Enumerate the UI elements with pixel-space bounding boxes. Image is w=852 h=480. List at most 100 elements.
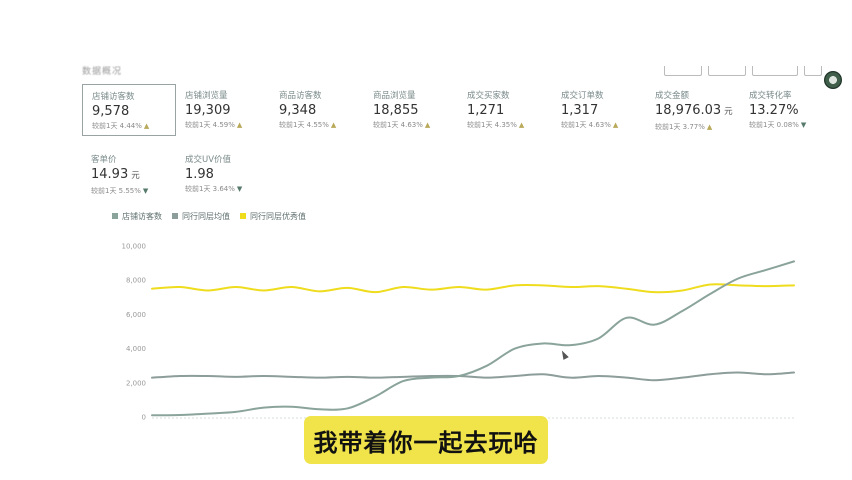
- metric-value: 9,348: [279, 103, 317, 118]
- metric-card[interactable]: 成交UV价值 1.98 较前1天 3.64% ▼: [176, 148, 270, 200]
- metric-change: 较前1天 3.64%: [185, 185, 235, 193]
- line-chart: 0 2,000 4,000 6,000 8,000 10,000: [122, 243, 795, 422]
- metric-card[interactable]: 店铺访客数 9,578 较前1天 4.44% ▲: [82, 84, 176, 136]
- metric-change-row: 较前1天 0.08% ▼: [749, 120, 834, 130]
- metric-value: 13.27%: [749, 103, 799, 118]
- metric-change: 较前1天 4.55%: [279, 121, 329, 129]
- series-line-1: [151, 260, 795, 417]
- metric-card[interactable]: 客单价 14.93 元较前1天 5.55% ▼: [82, 148, 176, 200]
- metric-value: 1,317: [561, 103, 599, 118]
- legend-item[interactable]: 同行同层均值: [172, 210, 230, 222]
- metric-change-row: 较前1天 4.35% ▲: [467, 120, 552, 130]
- metric-change-row: 较前1天 4.44% ▲: [92, 121, 175, 131]
- legend-swatch-icon: [172, 213, 178, 219]
- y-tick-label: 10,000: [122, 243, 147, 251]
- metric-card[interactable]: 商品访客数 9,348 较前1天 4.55% ▲: [270, 84, 364, 136]
- metric-card[interactable]: 成交转化率 13.27% 较前1天 0.08% ▼: [740, 84, 834, 136]
- metric-change-row: 较前1天 3.77% ▲: [655, 122, 740, 132]
- arrow-up-icon: ▲: [424, 121, 431, 129]
- metric-label: 店铺浏览量: [185, 91, 228, 101]
- date-button-4[interactable]: [804, 66, 822, 76]
- page-title: 数据概况: [82, 67, 123, 77]
- metric-value: 1.98: [185, 167, 214, 182]
- metric-change-row: 较前1天 4.55% ▲: [279, 120, 364, 130]
- metric-value-row: 18,855: [373, 103, 458, 118]
- arrow-up-icon: ▲: [143, 122, 150, 130]
- legend-item[interactable]: 同行同层优秀值: [240, 210, 306, 222]
- metric-value-row: 19,309: [185, 103, 270, 118]
- metric-card[interactable]: 成交买家数 1,271 较前1天 4.35% ▲: [458, 84, 552, 136]
- metric-change-row: 较前1天 4.59% ▲: [185, 120, 270, 130]
- series-line-3: [151, 283, 795, 294]
- metric-card[interactable]: 成交金额 18,976.03 元较前1天 3.77% ▲: [646, 84, 740, 136]
- metric-value-row: 9,348: [279, 103, 364, 118]
- metric-value-row: 1,317: [561, 103, 646, 118]
- top-toolbar: 数据概况: [0, 56, 852, 89]
- metric-label: 成交订单数: [561, 91, 604, 101]
- date-button-3[interactable]: [752, 66, 798, 76]
- avatar[interactable]: [824, 71, 842, 89]
- chart-legend: 店铺访客数 同行同层均值 同行同层优秀值: [112, 210, 306, 222]
- legend-swatch-icon: [112, 213, 118, 219]
- metric-value: 1,271: [467, 103, 505, 118]
- metric-value: 9,578: [92, 104, 130, 119]
- video-subtitle: 我带着你一起去玩哈: [304, 416, 548, 464]
- legend-label: 店铺访客数: [122, 211, 162, 221]
- y-tick-label: 6,000: [126, 311, 146, 319]
- metric-change-row: 较前1天 4.63% ▲: [373, 120, 458, 130]
- metric-change: 较前1天 4.35%: [467, 121, 517, 129]
- metric-label: 客单价: [91, 155, 117, 165]
- metric-value-row: 18,976.03 元: [655, 103, 740, 120]
- metric-label: 成交UV价值: [185, 155, 232, 165]
- metric-value-row: 13.27%: [749, 103, 834, 118]
- metric-label: 商品浏览量: [373, 91, 416, 101]
- metric-card[interactable]: 成交订单数 1,317 较前1天 4.63% ▲: [552, 84, 646, 136]
- metric-label: 成交买家数: [467, 91, 510, 101]
- metric-value-row: 9,578: [92, 104, 175, 119]
- legend-swatch-icon: [240, 213, 246, 219]
- metric-card[interactable]: 店铺浏览量 19,309 较前1天 4.59% ▲: [176, 84, 270, 136]
- metric-change: 较前1天 3.77%: [655, 123, 705, 131]
- metric-unit: 元: [724, 107, 733, 117]
- metric-change: 较前1天 5.55%: [91, 187, 141, 195]
- metric-change-row: 较前1天 5.55% ▼: [91, 186, 176, 196]
- y-tick-label: 4,000: [126, 345, 146, 353]
- arrow-up-icon: ▲: [612, 121, 619, 129]
- arrow-up-icon: ▲: [706, 123, 713, 131]
- legend-item[interactable]: 店铺访客数: [112, 210, 162, 222]
- metric-value: 18,855: [373, 103, 419, 118]
- metric-change: 较前1天 4.59%: [185, 121, 235, 129]
- y-tick-label: 8,000: [126, 277, 146, 285]
- arrow-up-icon: ▲: [518, 121, 525, 129]
- legend-label: 同行同层均值: [182, 211, 230, 221]
- series-line-2: [151, 371, 795, 382]
- arrow-down-icon: ▼: [800, 121, 807, 129]
- arrow-up-icon: ▲: [236, 121, 243, 129]
- metric-unit: 元: [131, 171, 140, 181]
- metric-change: 较前1天 4.63%: [373, 121, 423, 129]
- subtitle-text: 我带着你一起去玩哈: [313, 428, 539, 457]
- metric-label: 店铺访客数: [92, 92, 135, 102]
- metric-change: 较前1天 4.63%: [561, 121, 611, 129]
- metric-change-row: 较前1天 3.64% ▼: [185, 184, 270, 194]
- metric-change-row: 较前1天 4.63% ▲: [561, 120, 646, 130]
- metric-label: 商品访客数: [279, 91, 322, 101]
- metric-value-row: 1,271: [467, 103, 552, 118]
- legend-label: 同行同层优秀值: [250, 211, 306, 221]
- date-button-1[interactable]: [664, 66, 702, 76]
- metric-label: 成交金额: [655, 91, 690, 101]
- arrow-down-icon: ▼: [236, 185, 243, 193]
- metric-value-row: 1.98: [185, 167, 270, 182]
- y-tick-label: 0: [142, 414, 146, 422]
- metric-change: 较前1天 0.08%: [749, 121, 799, 129]
- date-button-2[interactable]: [708, 66, 746, 76]
- arrow-up-icon: ▲: [330, 121, 337, 129]
- metric-value-row: 14.93 元: [91, 167, 176, 184]
- metric-value: 14.93: [91, 167, 129, 182]
- metric-label: 成交转化率: [749, 91, 792, 101]
- metric-value: 18,976.03: [655, 103, 722, 118]
- y-tick-label: 2,000: [126, 379, 146, 387]
- metric-card[interactable]: 商品浏览量 18,855 较前1天 4.63% ▲: [364, 84, 458, 136]
- metric-change: 较前1天 4.44%: [92, 122, 142, 130]
- arrow-down-icon: ▼: [142, 187, 149, 195]
